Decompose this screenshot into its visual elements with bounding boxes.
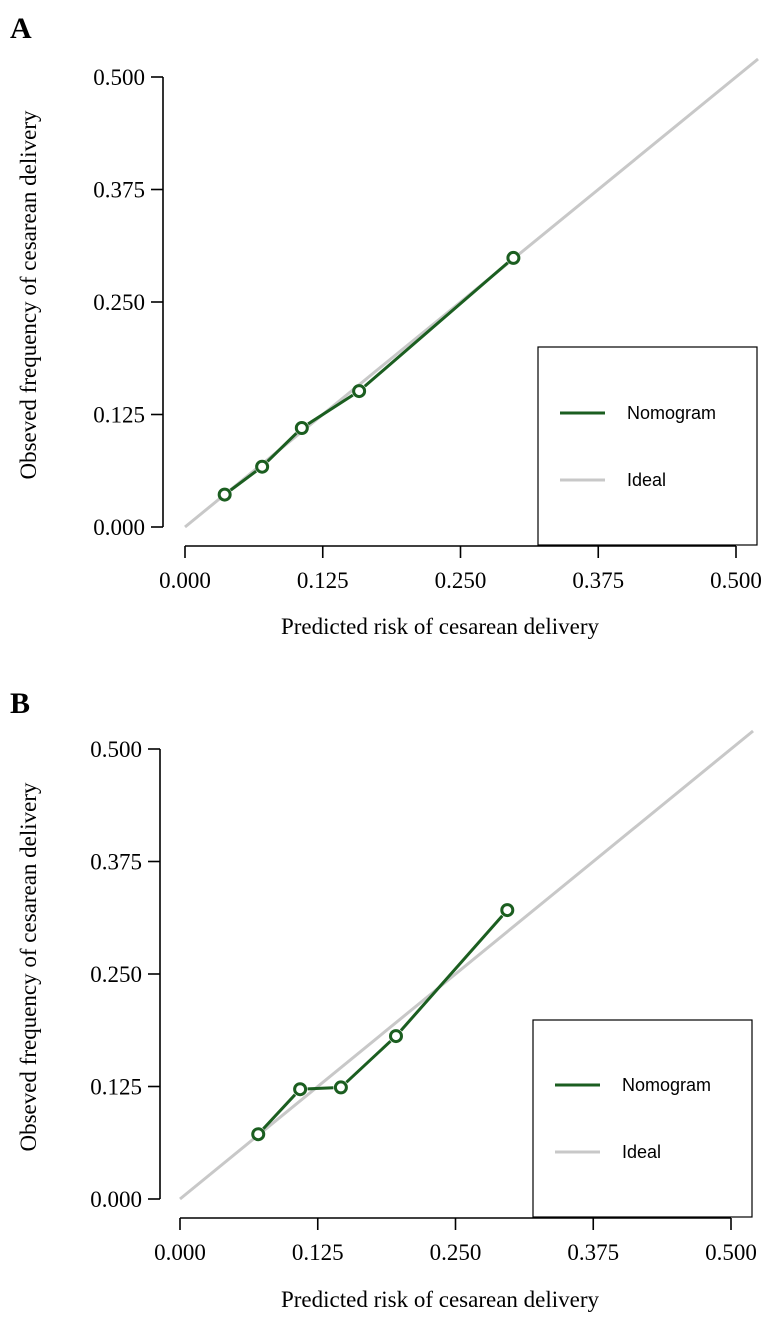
nomogram-point	[294, 421, 309, 435]
x-tick-label: 0.375	[572, 568, 624, 593]
series-layer	[184, 57, 759, 529]
x-tick-label: 0.000	[159, 568, 211, 593]
x-tick-label: 0.000	[154, 1240, 206, 1265]
nomogram-point	[255, 459, 270, 474]
legend: Nomogram Ideal	[537, 346, 758, 546]
x-axis: 0.000 0.125 0.250 0.375 0.500	[154, 1217, 757, 1265]
x-tick-label: 0.250	[430, 1240, 482, 1265]
nomogram-point	[333, 1080, 348, 1095]
nomogram-segment	[307, 393, 354, 426]
y-tick-label: 0.375	[90, 850, 142, 875]
series-layer	[179, 729, 754, 1201]
nomogram-point	[293, 1082, 308, 1097]
nomogram-point	[506, 250, 521, 265]
x-tick-label: 0.125	[292, 1240, 344, 1265]
nomogram-point	[500, 903, 515, 918]
x-ticks: 0.000 0.125 0.250 0.375 0.500	[159, 546, 762, 593]
y-tick-label: 0.250	[93, 290, 145, 315]
nomogram-segment	[266, 432, 298, 463]
x-tick-label: 0.375	[567, 1240, 619, 1265]
y-tick-label: 0.500	[90, 737, 142, 762]
nomogram-point	[251, 1127, 266, 1142]
legend-label-nomogram: Nomogram	[622, 1075, 711, 1095]
y-tick-label: 0.000	[93, 515, 145, 540]
y-tick-label: 0.250	[90, 962, 142, 987]
nomogram-point	[388, 1029, 403, 1044]
x-ticks: 0.000 0.125 0.250 0.375 0.500	[154, 1218, 757, 1265]
y-ticks: 0.000 0.125 0.250 0.375 0.500	[93, 65, 163, 540]
y-tick-label: 0.000	[90, 1187, 142, 1212]
x-tick-label: 0.500	[705, 1240, 757, 1265]
nomogram-segment	[229, 469, 258, 492]
y-tick-label: 0.500	[93, 65, 145, 90]
ideal-line	[179, 729, 754, 1201]
legend-label-ideal: Ideal	[627, 470, 666, 490]
x-axis-title: Predicted risk of cesarean delivery	[281, 1287, 600, 1312]
x-tick-label: 0.500	[710, 568, 762, 593]
y-tick-label: 0.125	[90, 1075, 142, 1100]
y-tick-label: 0.125	[93, 403, 145, 428]
x-tick-label: 0.125	[297, 568, 349, 593]
legend-box	[537, 346, 758, 546]
nomogram-point	[217, 487, 232, 502]
x-tick-label: 0.250	[435, 568, 487, 593]
nomogram-segment	[307, 1086, 334, 1091]
nomogram-segment	[345, 1040, 392, 1084]
nomogram-point	[352, 384, 367, 399]
y-ticks: 0.000 0.125 0.250 0.375 0.500	[90, 737, 160, 1212]
legend-label-ideal: Ideal	[622, 1142, 661, 1162]
panel-label: B	[10, 687, 30, 720]
legend-label-nomogram: Nomogram	[627, 403, 716, 423]
y-axis: 0.000 0.125 0.250 0.375 0.500	[90, 737, 161, 1212]
legend: Nomogram Ideal	[532, 1019, 753, 1218]
panel-label: A	[10, 12, 32, 45]
x-axis: 0.000 0.125 0.250 0.375 0.500	[159, 545, 762, 593]
x-axis-title: Predicted risk of cesarean delivery	[281, 614, 600, 639]
y-axis-title: Obseved frequency of cesarean delivery	[16, 782, 41, 1152]
y-axis: 0.000 0.125 0.250 0.375 0.500	[93, 65, 164, 540]
nomogram-segment	[262, 1093, 297, 1130]
legend-box	[532, 1019, 753, 1218]
y-tick-label: 0.375	[93, 178, 145, 203]
nomogram-segment	[399, 914, 504, 1032]
nomogram-segment	[363, 261, 509, 388]
y-axis-title: Obseved frequency of cesarean delivery	[16, 110, 41, 480]
